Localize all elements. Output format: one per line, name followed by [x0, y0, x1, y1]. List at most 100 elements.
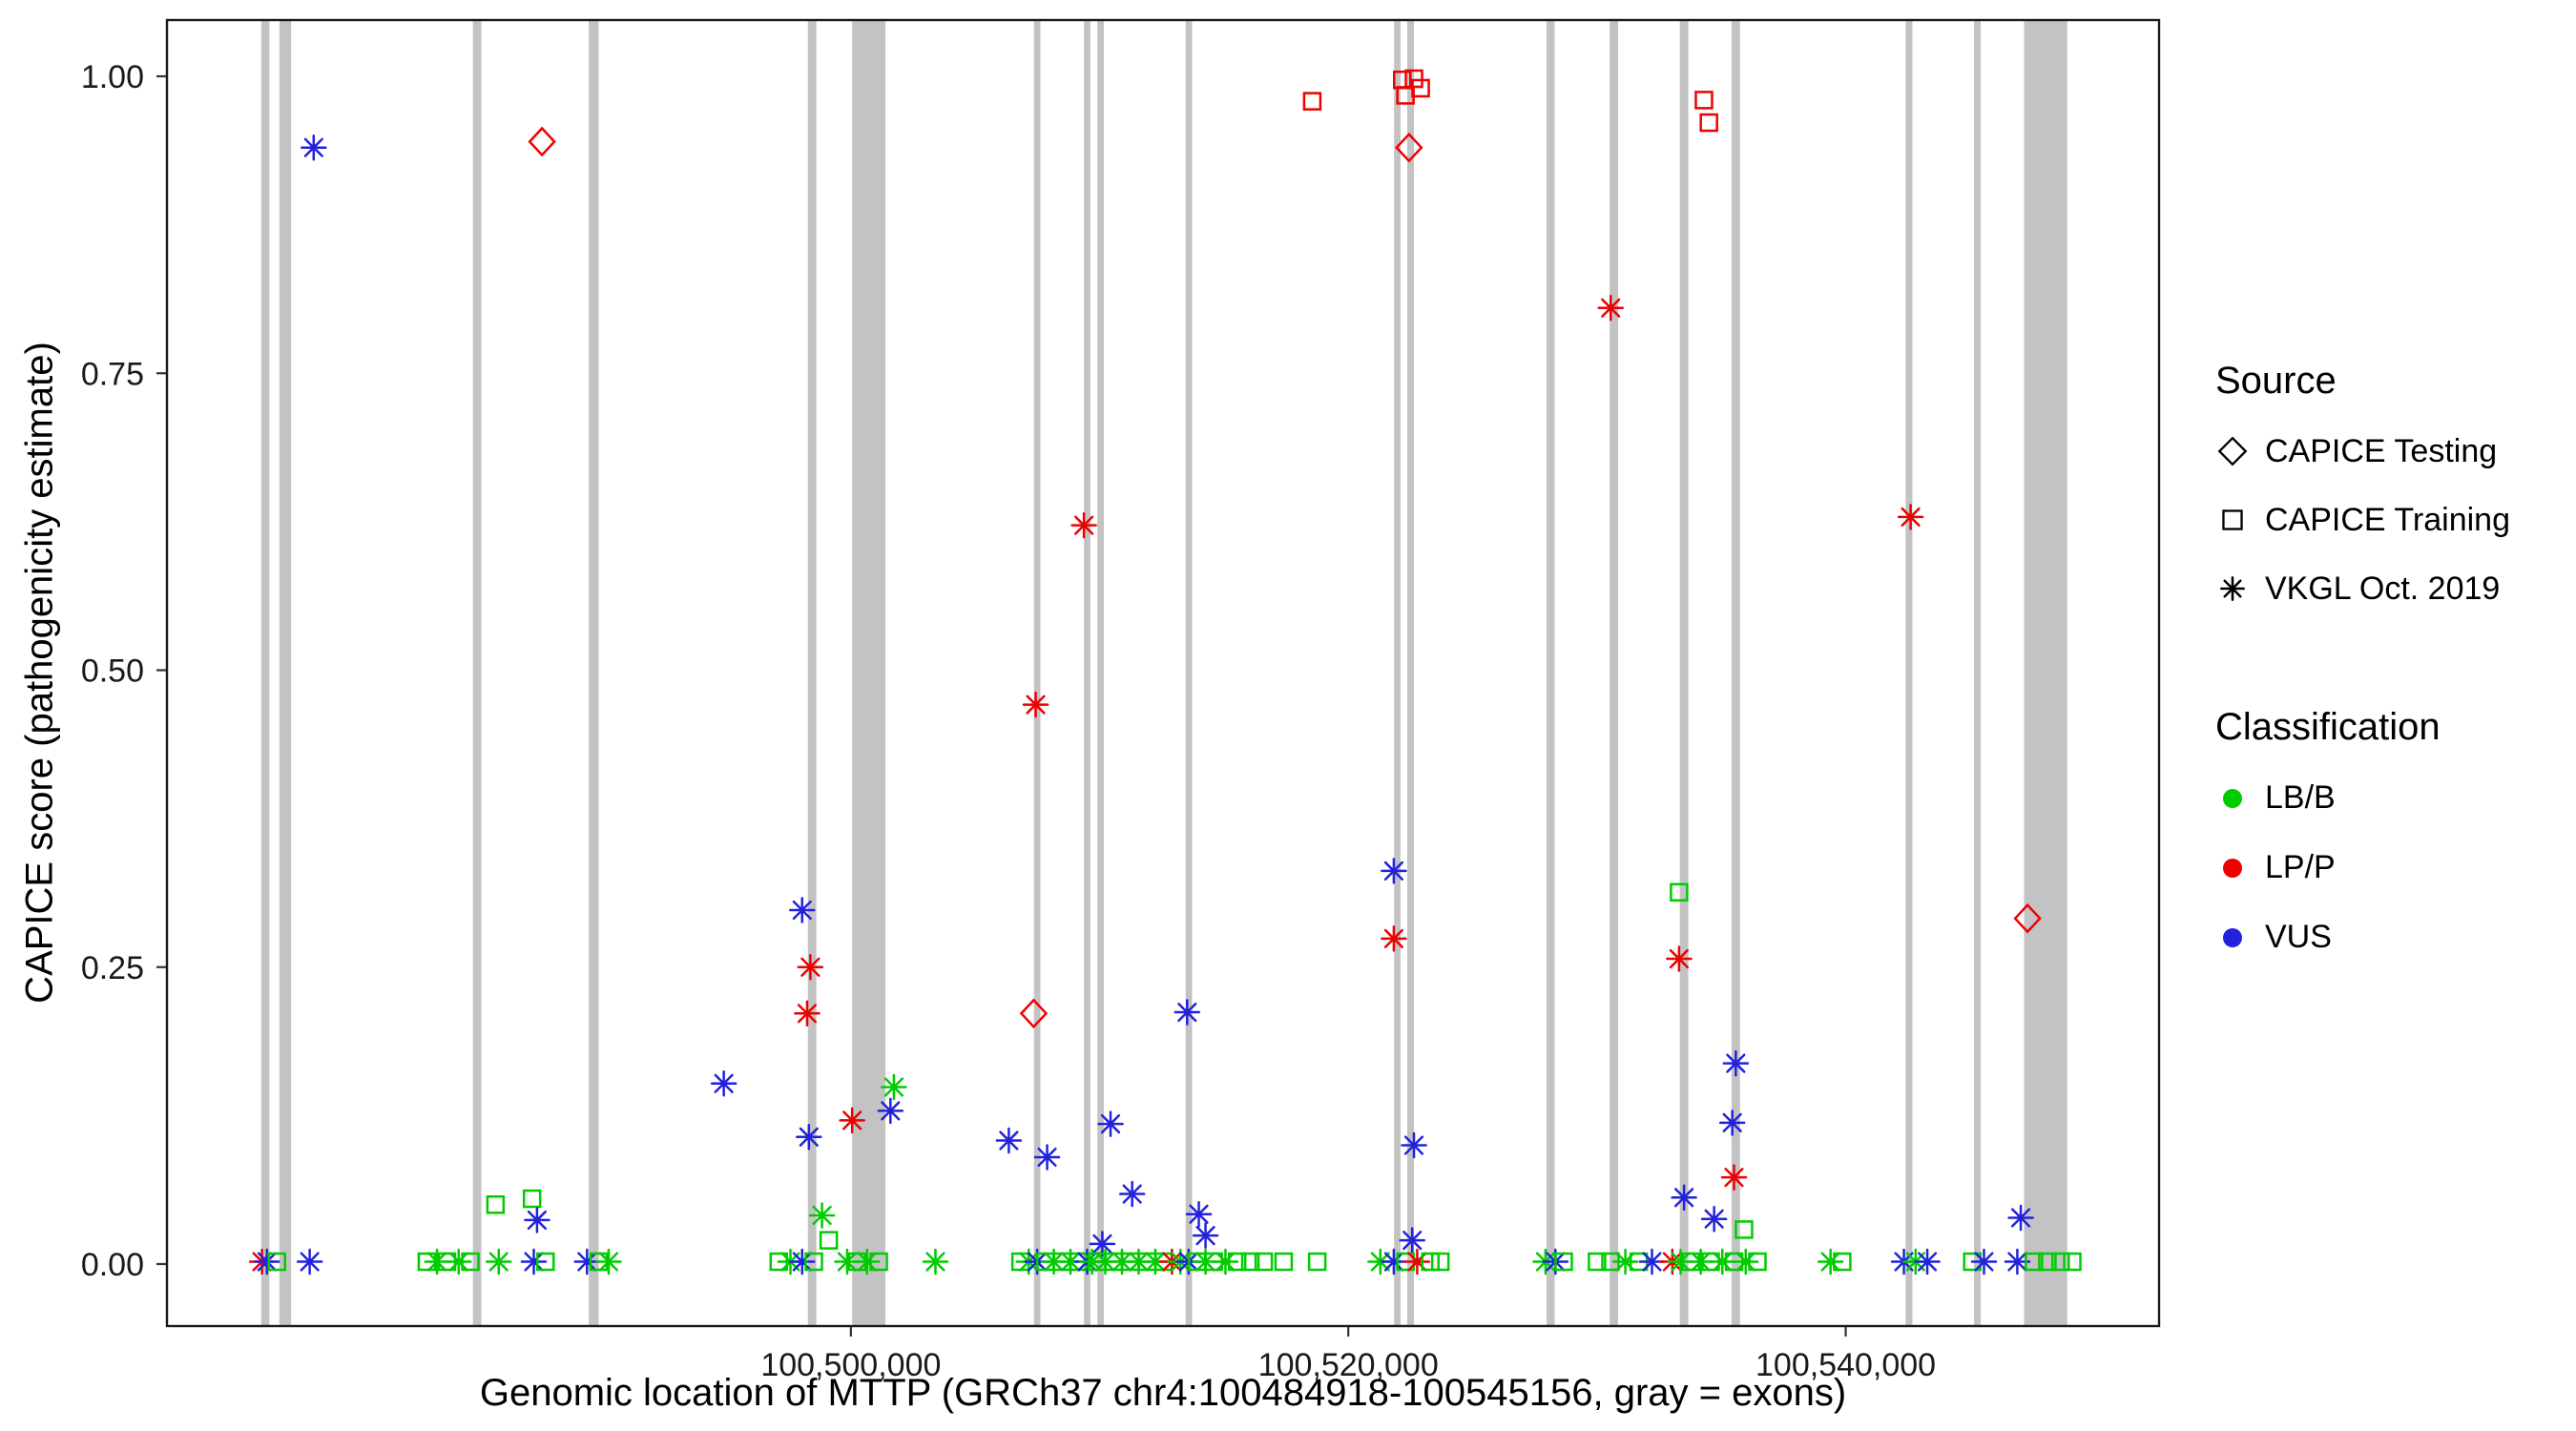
data-point-square — [1274, 1252, 1294, 1272]
data-point-asterisk — [808, 1202, 836, 1229]
legend-source-title: Source — [2215, 360, 2337, 402]
data-point-asterisk — [922, 1248, 949, 1275]
y-tick-label: 0.50 — [81, 653, 144, 690]
legend-item-label: VKGL Oct. 2019 — [2265, 570, 2501, 607]
axes: 100,500,000 100,520,000 100,540,000 0.00 0.2… — [81, 59, 1936, 1383]
data-point-square — [1554, 1252, 1573, 1272]
data-point-asterisk — [1381, 925, 1407, 952]
exon-bar — [1033, 20, 1041, 1326]
diamond-icon — [2217, 436, 2248, 467]
data-point-asterisk — [1192, 1222, 1219, 1249]
data-point-asterisk — [995, 1127, 1023, 1154]
data-point-asterisk — [1401, 1131, 1427, 1159]
data-point-square — [869, 1252, 888, 1272]
exon-bar — [852, 20, 886, 1326]
data-point-square — [2025, 1252, 2044, 1272]
data-point-asterisk — [1970, 1248, 1998, 1275]
exon-bar — [1097, 20, 1104, 1326]
exon-bar — [472, 20, 482, 1326]
data-point-asterisk — [520, 1248, 548, 1275]
legend-item-vus: VUS — [2215, 902, 2574, 972]
legend-item-label: LP/P — [2265, 849, 2336, 885]
vus-color-swatch — [2223, 927, 2242, 947]
data-point-asterisk — [1700, 1205, 1728, 1233]
data-point-asterisk — [301, 134, 327, 161]
x-tick-label: 100,500,000 — [760, 1347, 941, 1383]
data-point-asterisk — [1381, 858, 1407, 884]
x-tick-label: 100,520,000 — [1258, 1347, 1439, 1383]
data-point-square — [1588, 1252, 1607, 1272]
data-point-square — [1699, 113, 1718, 133]
exon-bar — [1546, 20, 1555, 1326]
data-point-square — [1227, 1252, 1247, 1272]
data-point-square — [535, 1252, 555, 1272]
legend-item-label: CAPICE Testing — [2265, 432, 2498, 469]
data-point-square — [522, 1189, 542, 1209]
data-point-asterisk — [1671, 1184, 1697, 1212]
data-point-square — [1254, 1252, 1274, 1272]
data-point-asterisk — [1666, 945, 1693, 972]
data-point-square — [267, 1252, 286, 1272]
data-point-asterisk — [254, 1248, 280, 1275]
data-point-asterisk — [1687, 1248, 1714, 1275]
data-point-asterisk — [1118, 1180, 1146, 1208]
data-point-diamond — [528, 126, 556, 157]
data-points — [248, 69, 2082, 1275]
y-tick-label: 0.25 — [81, 950, 144, 986]
data-point-asterisk — [796, 1124, 822, 1151]
exon-bar — [1974, 20, 1982, 1326]
legend-item-label: VUS — [2265, 919, 2332, 955]
data-point-asterisk — [1733, 1248, 1759, 1275]
data-point-diamond — [1395, 132, 1423, 163]
data-point-asterisk — [2007, 1204, 2034, 1232]
exon-bar — [1394, 20, 1401, 1326]
exon-bar — [260, 20, 270, 1326]
data-point-square — [1430, 1252, 1450, 1272]
legend-item-vkgl: VKGL Oct. 2019 — [2215, 554, 2574, 623]
data-point-asterisk — [1097, 1110, 1124, 1137]
exon-bar — [807, 20, 817, 1326]
exon-bars — [260, 20, 2067, 1326]
data-point-square — [1694, 91, 1714, 110]
legend-item-capice-testing: CAPICE Testing — [2215, 417, 2574, 486]
data-point-asterisk — [1718, 1110, 1746, 1136]
y-tick-label: 0.00 — [81, 1247, 144, 1283]
data-point-asterisk — [797, 954, 824, 981]
panel-border — [165, 18, 2161, 1328]
exon-bar — [1731, 20, 1740, 1326]
data-point-asterisk — [1381, 1248, 1407, 1275]
data-point-asterisk — [1914, 1248, 1941, 1275]
data-point-asterisk — [573, 1248, 601, 1275]
exon-bar — [1185, 20, 1193, 1326]
legend-item-lpp: LP/P — [2215, 833, 2574, 902]
lpp-color-swatch — [2223, 858, 2242, 878]
data-point-diamond — [2013, 902, 2042, 934]
data-point-asterisk — [1022, 691, 1049, 718]
data-point-asterisk — [1033, 1144, 1061, 1171]
data-point-square — [1833, 1252, 1852, 1272]
square-icon — [2222, 509, 2243, 530]
data-point-asterisk — [424, 1248, 450, 1275]
data-point-asterisk — [446, 1248, 472, 1275]
data-point-asterisk — [839, 1107, 865, 1134]
data-point-asterisk — [1722, 1049, 1750, 1077]
data-point-asterisk — [794, 1000, 821, 1027]
data-point-square — [819, 1231, 839, 1250]
data-point-asterisk — [1174, 999, 1201, 1026]
asterisk-icon — [2220, 576, 2245, 601]
exon-bar — [279, 20, 292, 1326]
data-point-square — [1396, 86, 1415, 105]
legend-source-items: CAPICE Testing CAPICE Training VKGL — [2215, 417, 2574, 623]
data-point-square — [2038, 1252, 2057, 1272]
data-point-square — [1307, 1252, 1327, 1272]
legend-item-lbb: LB/B — [2215, 763, 2574, 833]
data-point-asterisk — [1070, 511, 1097, 539]
data-point-asterisk — [877, 1097, 904, 1125]
exon-bar — [2024, 20, 2067, 1326]
data-point-square — [461, 1252, 480, 1272]
data-point-square — [804, 1252, 823, 1272]
data-point-asterisk — [854, 1248, 881, 1275]
legend-item-capice-training: CAPICE Training — [2215, 486, 2574, 554]
